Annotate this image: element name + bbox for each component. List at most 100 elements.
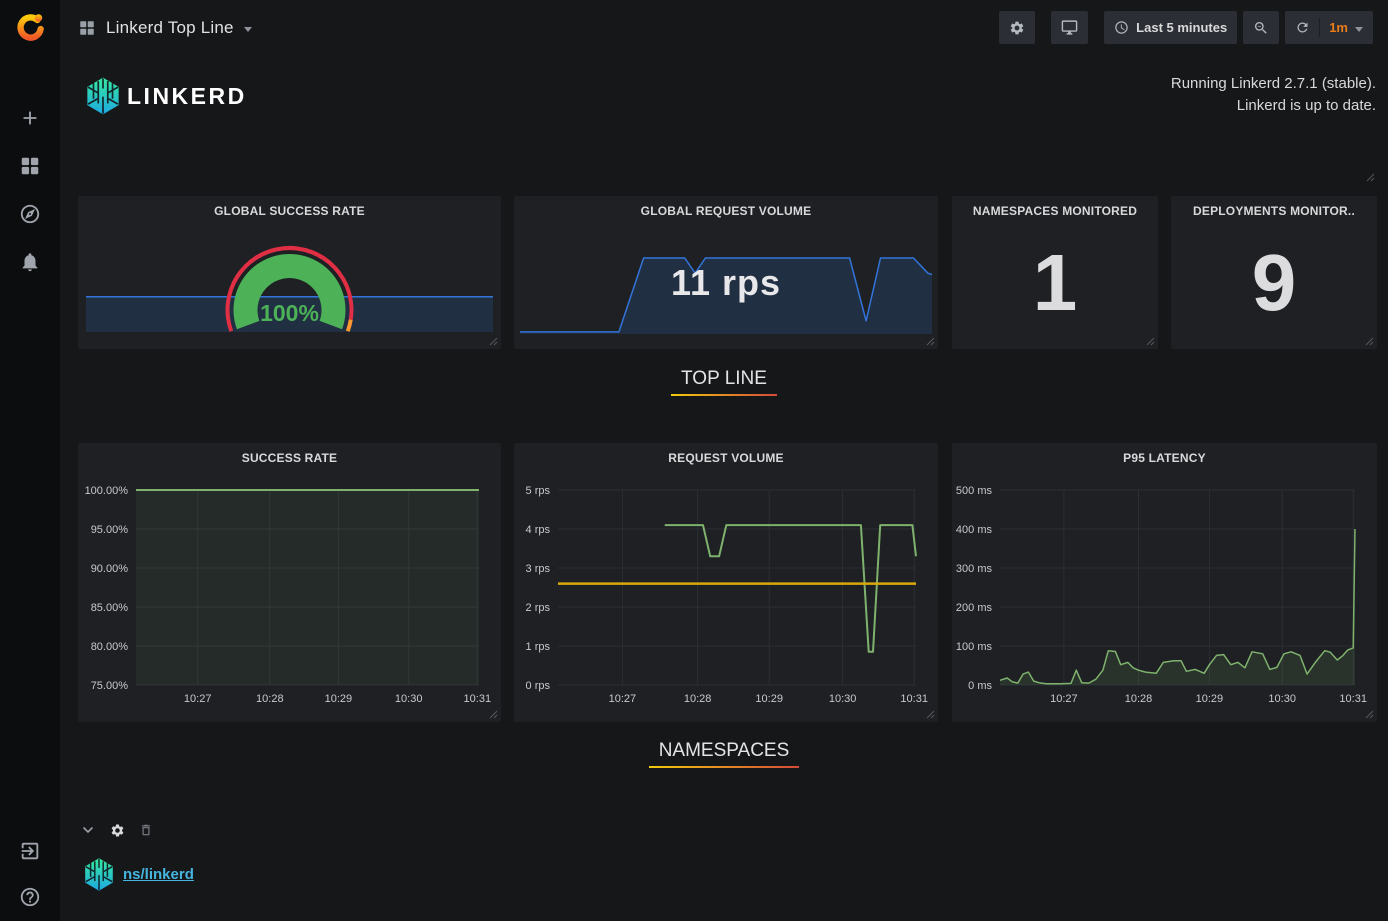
success-rate-chart[interactable]: 100.00% 95.00% 90.00% 85.00% 80.00% 75.00% 10:… xyxy=(78,473,501,722)
success-gauge[interactable] xyxy=(78,196,501,349)
linkerd-logo-icon xyxy=(85,858,113,891)
alerting-button[interactable] xyxy=(18,250,42,274)
panel-title[interactable]: REQUEST VOLUME xyxy=(668,451,784,465)
dashboard-settings-button[interactable] xyxy=(999,11,1036,44)
help-button[interactable] xyxy=(18,885,42,909)
sidebar-menu xyxy=(18,106,42,274)
panel-global-success-rate: GLOBAL SUCCESS RATE 100% xyxy=(78,196,501,349)
panel-resize-handle[interactable] xyxy=(1365,337,1374,346)
success-sparkline[interactable] xyxy=(86,252,493,340)
time-range-label: Last 5 minutes xyxy=(1136,20,1228,35)
svg-text:10:27: 10:27 xyxy=(1050,693,1078,705)
panel-resize-handle[interactable] xyxy=(1146,337,1155,346)
svg-text:5 rps: 5 rps xyxy=(526,485,551,497)
refresh-icon xyxy=(1297,22,1308,33)
dashboards-button[interactable] xyxy=(18,154,42,178)
help-icon xyxy=(20,887,40,907)
namespaces-count: 1 xyxy=(1032,237,1078,327)
panel-title[interactable]: GLOBAL REQUEST VOLUME xyxy=(640,204,812,218)
resize-grip-icon xyxy=(489,337,498,346)
cycle-view-button[interactable] xyxy=(1051,11,1089,44)
caret-down-icon xyxy=(243,26,252,32)
row-delete-button[interactable] xyxy=(139,823,153,837)
svg-text:1 rps: 1 rps xyxy=(526,641,551,653)
create-button[interactable] xyxy=(18,106,42,130)
section-title: NAMESPACES xyxy=(648,740,800,768)
grafana-logo[interactable] xyxy=(0,0,60,56)
collapse-row-button[interactable] xyxy=(80,822,96,838)
navbar-actions: Last 5 minutes 1m xyxy=(999,11,1373,44)
svg-text:0 ms: 0 ms xyxy=(968,680,992,692)
svg-text:10:29: 10:29 xyxy=(755,693,783,705)
panel-resize-handle[interactable] xyxy=(926,337,935,346)
svg-text:500 ms: 500 ms xyxy=(956,485,993,497)
chevron-down-icon xyxy=(83,827,93,834)
panel-title[interactable]: P95 LATENCY xyxy=(1123,451,1206,465)
bell-icon xyxy=(22,253,38,272)
svg-text:95.00%: 95.00% xyxy=(91,524,129,536)
zoom-out-button[interactable] xyxy=(1243,11,1280,44)
svg-text:10:28: 10:28 xyxy=(256,693,284,705)
resize-grip-icon xyxy=(926,710,935,719)
compass-icon xyxy=(20,204,40,224)
panel-title[interactable]: DEPLOYMENTS MONITOR.. xyxy=(1193,204,1355,218)
panel-p95-latency-chart: P95 LATENCY 500 ms 400 ms 300 ms 200 ms 100 … xyxy=(952,443,1377,722)
svg-text:10:27: 10:27 xyxy=(609,693,637,705)
refresh-button[interactable]: 1m xyxy=(1285,11,1373,44)
linkerd-status-text: Running Linkerd 2.7.1 (stable). Linkerd … xyxy=(1171,73,1376,117)
time-range-button[interactable]: Last 5 minutes xyxy=(1104,11,1238,44)
section-title: TOP LINE xyxy=(671,368,777,396)
svg-text:10:31: 10:31 xyxy=(1339,693,1367,705)
clock-icon xyxy=(1115,21,1128,34)
navbar: Linkerd Top Line Last 5 minutes 1m xyxy=(60,0,1388,55)
resize-grip-icon xyxy=(1366,173,1375,182)
svg-text:400 ms: 400 ms xyxy=(956,524,993,536)
refresh-interval-label[interactable]: 1m xyxy=(1329,20,1348,35)
svg-text:10:31: 10:31 xyxy=(900,693,928,705)
panel-title[interactable]: GLOBAL SUCCESS RATE xyxy=(214,204,365,218)
svg-text:80.00%: 80.00% xyxy=(91,641,129,653)
repeat-row-controls xyxy=(80,822,153,838)
svg-text:3 rps: 3 rps xyxy=(526,563,551,575)
svg-text:10:30: 10:30 xyxy=(395,693,423,705)
status-line-2: Linkerd is up to date. xyxy=(1236,97,1376,114)
button-divider xyxy=(1319,18,1321,37)
linkerd-brand-text: LINKERD xyxy=(127,82,247,109)
panel-resize-handle[interactable] xyxy=(489,337,498,346)
svg-text:100.00%: 100.00% xyxy=(85,485,129,497)
resize-grip-icon xyxy=(489,710,498,719)
panel-request-volume-chart: REQUEST VOLUME 5 rps 4 rps 3 rps 2 rps 1 rps… xyxy=(514,443,938,722)
panel-namespaces-monitored: NAMESPACES MONITORED 1 xyxy=(952,196,1158,349)
namespace-text-panel: ns/linkerd xyxy=(78,855,1378,905)
gauge-value: 100% xyxy=(260,300,319,326)
request-volume-chart[interactable]: 5 rps 4 rps 3 rps 2 rps 1 rps 0 rps 10:27 10:28… xyxy=(514,473,938,722)
namespace-link[interactable]: ns/linkerd xyxy=(123,866,194,883)
panel-resize-handle[interactable] xyxy=(489,710,498,719)
row-settings-button[interactable] xyxy=(110,823,125,838)
panel-title[interactable]: SUCCESS RATE xyxy=(241,451,338,465)
dashboard-title[interactable]: Linkerd Top Line xyxy=(106,17,234,37)
sidebar-bottom xyxy=(18,839,42,909)
panel-global-request-volume: GLOBAL REQUEST VOLUME 11 rps xyxy=(514,196,938,349)
plus-icon xyxy=(23,111,37,125)
svg-text:2 rps: 2 rps xyxy=(526,602,551,614)
panel-resize-handle[interactable] xyxy=(926,710,935,719)
svg-text:90.00%: 90.00% xyxy=(91,563,129,575)
panel-title[interactable]: NAMESPACES MONITORED xyxy=(972,204,1138,218)
monitor-icon xyxy=(1061,20,1078,35)
explore-button[interactable] xyxy=(18,202,42,226)
svg-text:10:28: 10:28 xyxy=(1125,693,1153,705)
svg-text:0 rps: 0 rps xyxy=(526,680,551,692)
request-volume-sparkline[interactable] xyxy=(520,252,932,342)
svg-text:10:29: 10:29 xyxy=(1196,693,1224,705)
header-text-panel: LINKERD Running Linkerd 2.7.1 (stable). … xyxy=(78,60,1378,185)
panel-resize-handle[interactable] xyxy=(1366,173,1375,182)
sign-in-icon xyxy=(21,842,39,860)
p95-latency-chart[interactable]: 500 ms 400 ms 300 ms 200 ms 100 ms 0 ms 10:27 1… xyxy=(952,473,1377,722)
deployments-count: 9 xyxy=(1251,237,1297,327)
panel-resize-handle[interactable] xyxy=(1365,710,1374,719)
zoom-out-icon xyxy=(1255,21,1267,34)
sign-in-button[interactable] xyxy=(18,839,42,863)
dashboard-grid-icon xyxy=(80,20,94,35)
dashboard-breadcrumb[interactable]: Linkerd Top Line xyxy=(78,18,252,38)
